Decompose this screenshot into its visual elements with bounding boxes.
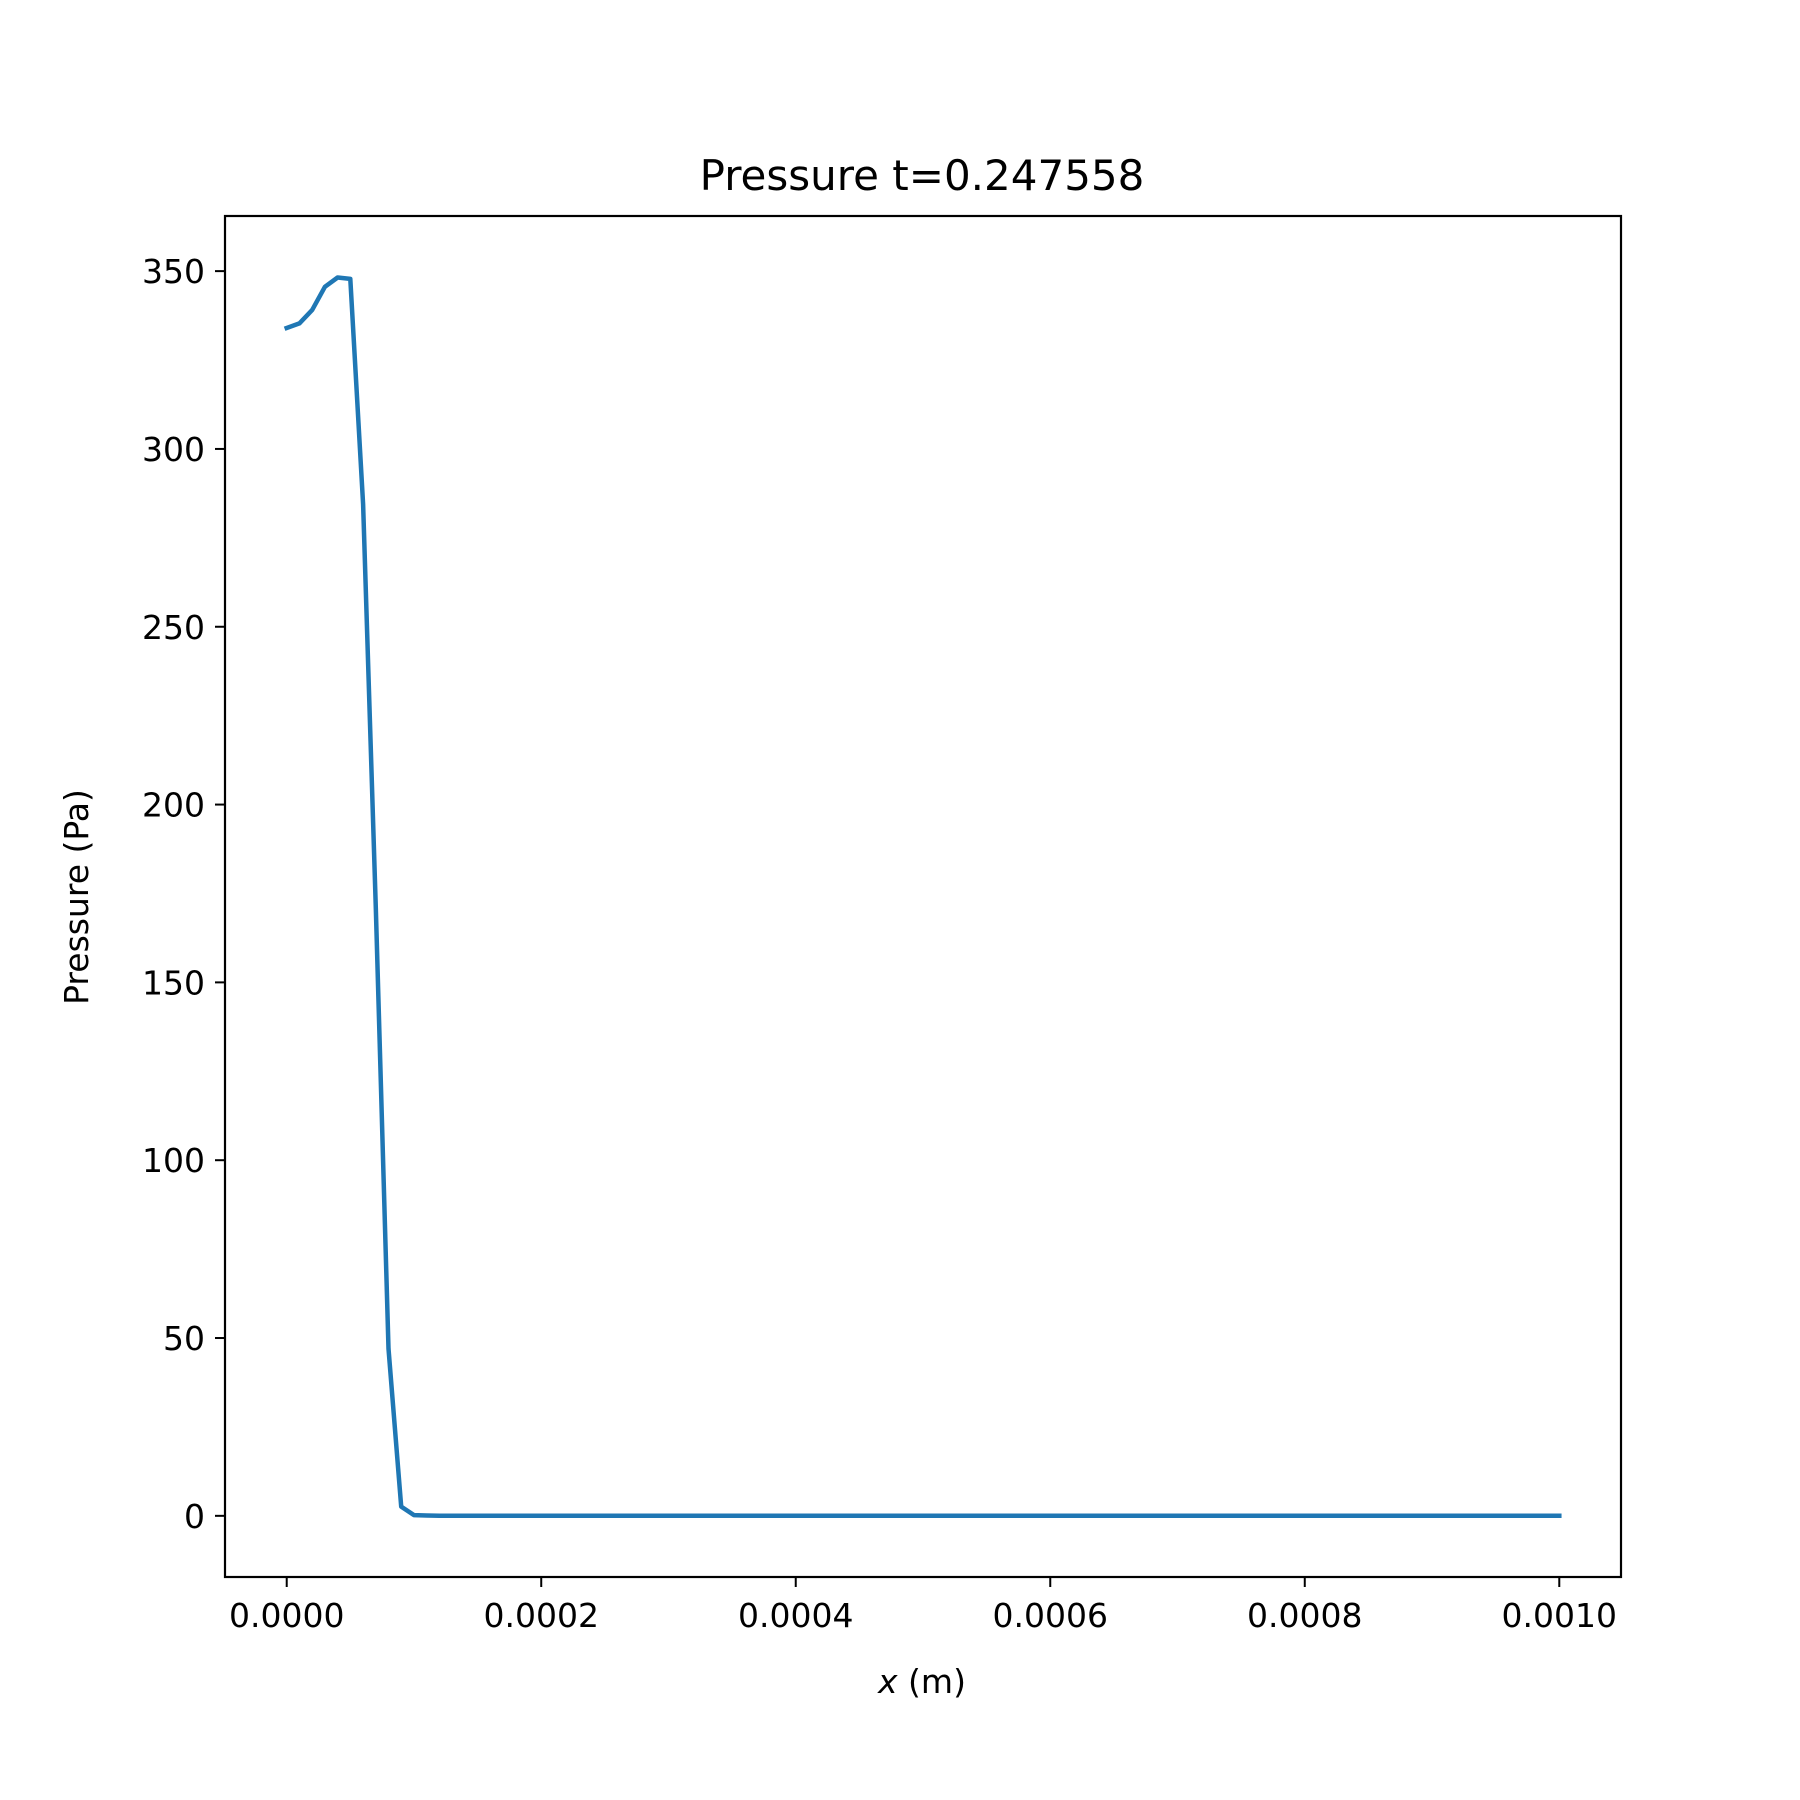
series-layer (283, 275, 1562, 1519)
y-tick-label: 250 (142, 608, 205, 647)
chart-title: Pressure t=0.247558 (700, 151, 1145, 200)
y-tick-label: 0 (184, 1497, 205, 1536)
y-tick-label: 200 (142, 786, 205, 825)
x-axis-ticks: 0.0000 0.0002 0.0004 0.0006 0.0008 0.0010 (229, 1577, 1617, 1635)
x-axis-label-variable: x (877, 1662, 898, 1701)
y-tick-label: 350 (142, 252, 205, 291)
x-tick-label: 0.0000 (229, 1596, 344, 1635)
x-tick-label: 0.0008 (1247, 1596, 1362, 1635)
x-tick-label: 0.0010 (1502, 1596, 1617, 1635)
plot-frame (223, 214, 1623, 1579)
y-tick-label: 50 (163, 1319, 205, 1358)
x-axis-label-unit: (m) (898, 1662, 966, 1701)
y-tick-label: 100 (142, 1141, 205, 1180)
y-axis-ticks: 0 50 100 150 200 250 300 350 (142, 252, 225, 1536)
y-axis-label: Pressure (Pa) (57, 789, 96, 1005)
y-tick-label: 300 (142, 430, 205, 469)
series-line-pressure (283, 275, 1562, 1519)
y-tick-label: 150 (142, 963, 205, 1002)
x-tick-label: 0.0002 (483, 1596, 598, 1635)
x-tick-label: 0.0004 (738, 1596, 853, 1635)
x-axis-label: x (m) (877, 1662, 966, 1701)
x-tick-label: 0.0006 (993, 1596, 1108, 1635)
